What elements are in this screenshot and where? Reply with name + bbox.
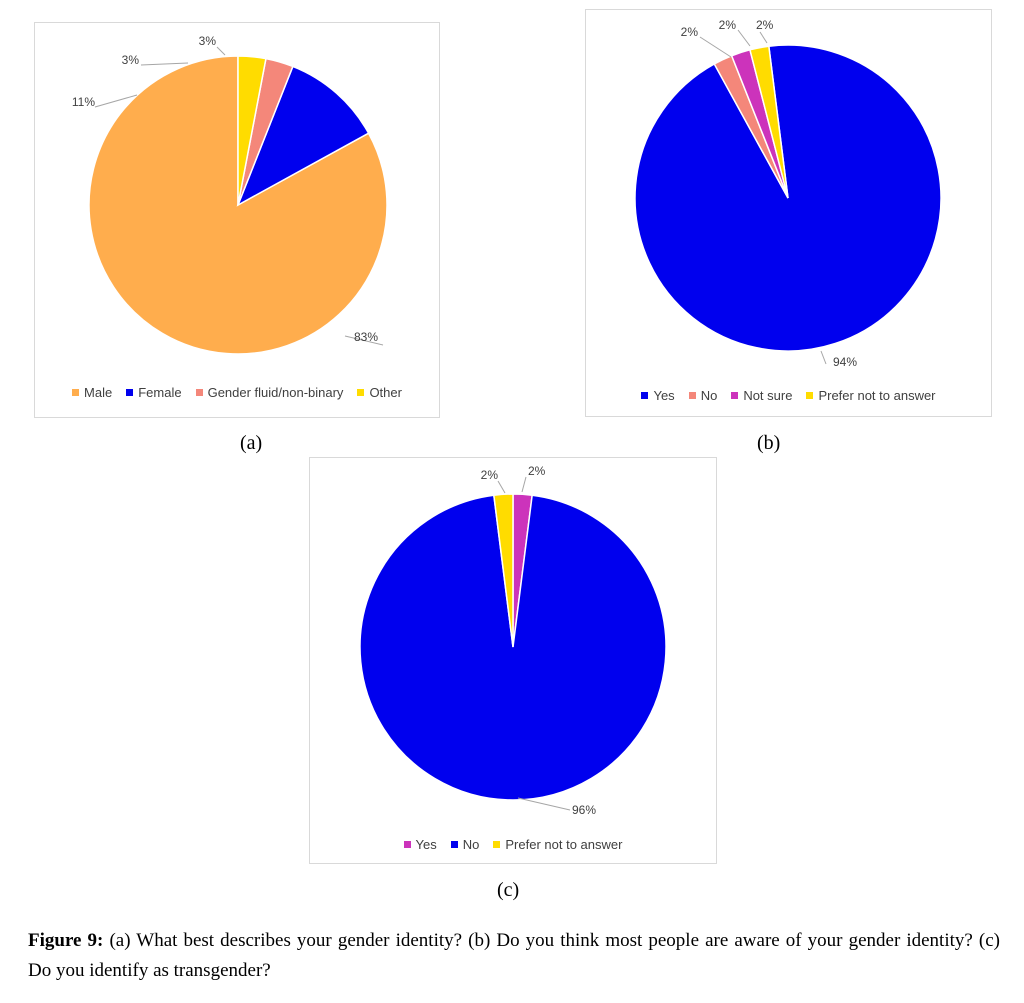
pie-labels-a: 83% 11% 3% 3% <box>72 34 384 346</box>
legend-item: No <box>450 837 480 852</box>
pie-slices-b <box>634 44 942 352</box>
leader-line <box>140 62 189 66</box>
legend-swatch <box>403 841 411 848</box>
figure-caption-text: (a) What best describes your gender iden… <box>28 930 1000 981</box>
legend-swatch <box>126 389 134 396</box>
legend-item: Yes <box>403 837 437 852</box>
figure-label: Figure 9: <box>28 930 104 951</box>
pie-chart-b: 94% 2% 2% 2% <box>634 18 942 369</box>
leader-line <box>216 46 226 56</box>
pie-slices-a <box>88 55 388 355</box>
data-label: 94% <box>833 355 857 369</box>
pie-slices-c <box>359 493 667 801</box>
panel-label-b: (b) <box>757 432 781 454</box>
data-label: 96% <box>572 803 596 817</box>
pie-slice-prefer-not-to-answer <box>492 493 514 648</box>
legend-item: Yes <box>641 388 675 403</box>
data-label: 2% <box>719 18 737 32</box>
legend-b: Yes No Not sure Prefer not to answer <box>586 388 991 403</box>
pie-slice-prefer-not-to-answer <box>749 45 789 199</box>
panel-label-c: (c) <box>497 879 520 901</box>
leader-line <box>820 350 827 365</box>
legend-item: Not sure <box>731 388 792 403</box>
leader-line <box>737 29 751 47</box>
data-label: 2% <box>756 18 774 32</box>
figure-caption: Figure 9: (a) What best describes your g… <box>28 926 1000 986</box>
pie-slice-female <box>236 65 370 207</box>
legend-swatch <box>357 389 365 396</box>
legend-swatch <box>641 392 649 399</box>
leader-line <box>344 335 384 346</box>
legend-item: Gender fluid/non-binary <box>195 385 344 400</box>
legend-swatch <box>72 389 80 396</box>
data-label: 2% <box>681 25 699 39</box>
data-label: 3% <box>122 53 140 67</box>
legend-item: Female <box>126 385 182 400</box>
legend-label: Female <box>138 385 182 400</box>
chart-panel-b: 94% 2% 2% 2% Yes No Not sure Prefer not to ans… <box>585 9 992 417</box>
legend-swatch <box>688 392 696 399</box>
legend-item: Other <box>357 385 402 400</box>
legend-swatch <box>195 389 203 396</box>
leader-line <box>94 94 138 108</box>
leader-line <box>759 31 768 44</box>
legend-label: Yes <box>415 837 437 852</box>
chart-panel-a: 83% 11% 3% 3% Male Female Gender fluid/non-bi… <box>34 22 440 418</box>
pie-chart-a: 83% 11% 3% 3% <box>72 34 388 355</box>
pie-slice-other <box>237 55 267 206</box>
pie-labels-c: 2% 96% 2% <box>481 464 597 817</box>
legend-label: Prefer not to answer <box>818 388 936 403</box>
legend-label: Not sure <box>743 388 793 403</box>
leader-line <box>521 476 527 493</box>
data-label: 2% <box>528 464 546 478</box>
leader-line <box>699 36 732 58</box>
legend-label: Male <box>84 385 113 400</box>
data-label: 3% <box>199 34 217 48</box>
legend-label: Prefer not to answer <box>505 837 623 852</box>
pie-chart-c: 2% 96% 2% <box>359 464 667 817</box>
legend-label: No <box>700 388 718 403</box>
data-label: 83% <box>354 330 378 344</box>
legend-a: Male Female Gender fluid/non-binary Other <box>35 385 439 400</box>
panel-label-a: (a) <box>240 432 263 454</box>
legend-swatch <box>731 392 739 399</box>
legend-item: No <box>688 388 718 403</box>
legend-item: Male <box>72 385 112 400</box>
legend-swatch <box>806 392 814 399</box>
legend-label: Yes <box>653 388 675 403</box>
leader-line <box>517 797 571 811</box>
pie-labels-b: 94% 2% 2% 2% <box>681 18 858 369</box>
leader-line <box>497 480 506 494</box>
legend-label: Other <box>369 385 402 400</box>
legend-c: Yes No Prefer not to answer <box>310 837 716 852</box>
chart-panel-c: 2% 96% 2% Yes No Prefer not to answer <box>309 457 717 864</box>
legend-swatch <box>450 841 458 848</box>
pie-slice-no <box>359 494 667 801</box>
legend-item: Prefer not to answer <box>493 837 622 852</box>
legend-label: Gender fluid/non-binary <box>207 385 344 400</box>
data-label: 11% <box>72 95 95 109</box>
data-label: 2% <box>481 468 499 482</box>
legend-label: No <box>462 837 480 852</box>
legend-swatch <box>493 841 501 848</box>
legend-item: Prefer not to answer <box>806 388 936 403</box>
